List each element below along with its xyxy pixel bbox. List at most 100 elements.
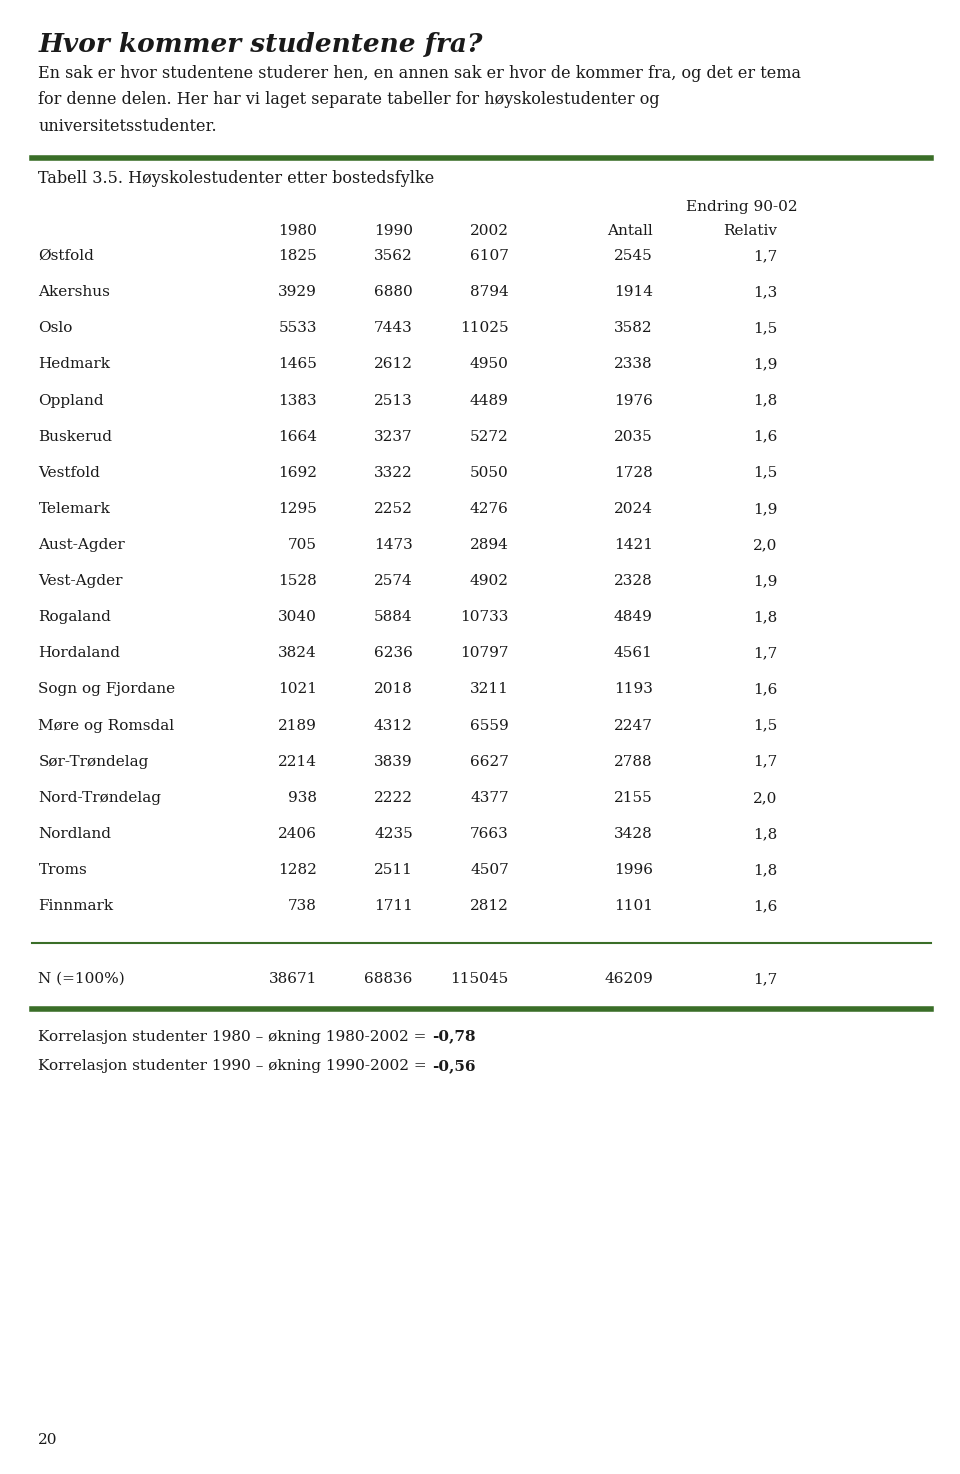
Text: 2222: 2222 [373,792,413,805]
Text: 1421: 1421 [613,538,653,551]
Text: 2812: 2812 [470,899,509,912]
Text: 2612: 2612 [373,358,413,371]
Text: 2214: 2214 [277,755,317,768]
Text: 2002: 2002 [469,224,509,237]
Text: 20: 20 [38,1434,58,1447]
Text: Akershus: Akershus [38,286,110,299]
Text: Hordaland: Hordaland [38,647,120,660]
Text: 2574: 2574 [374,575,413,588]
Text: 4235: 4235 [374,827,413,840]
Text: 1,7: 1,7 [754,647,778,660]
Text: 2247: 2247 [614,719,653,733]
Text: Korrelasjon studenter 1980 – økning 1980-2002 =: Korrelasjon studenter 1980 – økning 1980… [38,1030,432,1044]
Text: 2155: 2155 [614,792,653,805]
Text: Korrelasjon studenter 1990 – økning 1990-2002 =: Korrelasjon studenter 1990 – økning 1990… [38,1060,432,1073]
Text: 2018: 2018 [374,682,413,696]
Text: 1021: 1021 [277,682,317,696]
Text: 938: 938 [288,792,317,805]
Text: Antall: Antall [607,224,653,237]
Text: Buskerud: Buskerud [38,430,112,444]
Text: 2894: 2894 [470,538,509,551]
Text: 1711: 1711 [374,899,413,912]
Text: 2035: 2035 [614,430,653,444]
Text: 7663: 7663 [470,827,509,840]
Text: universitetsstudenter.: universitetsstudenter. [38,118,217,136]
Text: 1692: 1692 [277,466,317,479]
Text: 6559: 6559 [470,719,509,733]
Text: N (=100%): N (=100%) [38,973,125,986]
Text: 4950: 4950 [470,358,509,371]
Text: 3040: 3040 [278,610,317,624]
Text: 4276: 4276 [470,503,509,516]
Text: 1,6: 1,6 [754,899,778,912]
Text: 1,3: 1,3 [754,286,778,299]
Text: 1825: 1825 [278,249,317,262]
Text: 3322: 3322 [374,466,413,479]
Text: 1383: 1383 [278,394,317,407]
Text: 1914: 1914 [613,286,653,299]
Text: 738: 738 [288,899,317,912]
Text: 3929: 3929 [278,286,317,299]
Text: Vestfold: Vestfold [38,466,100,479]
Text: 1193: 1193 [614,682,653,696]
Text: Rogaland: Rogaland [38,610,111,624]
Text: 1,6: 1,6 [754,682,778,696]
Text: Sør-Trøndelag: Sør-Trøndelag [38,755,149,768]
Text: Aust-Agder: Aust-Agder [38,538,125,551]
Text: Sogn og Fjordane: Sogn og Fjordane [38,682,176,696]
Text: Vest-Agder: Vest-Agder [38,575,123,588]
Text: 3562: 3562 [374,249,413,262]
Text: 5884: 5884 [374,610,413,624]
Text: 5533: 5533 [278,321,317,335]
Text: 1,7: 1,7 [754,755,778,768]
Text: Telemark: Telemark [38,503,110,516]
Text: 2406: 2406 [277,827,317,840]
Text: Troms: Troms [38,864,87,877]
Text: 1465: 1465 [278,358,317,371]
Text: 2024: 2024 [613,503,653,516]
Text: Finnmark: Finnmark [38,899,113,912]
Text: 1976: 1976 [614,394,653,407]
Text: 2338: 2338 [614,358,653,371]
Text: Hvor kommer studentene fra?: Hvor kommer studentene fra? [38,32,483,57]
Text: 1,7: 1,7 [754,249,778,262]
Text: 4507: 4507 [470,864,509,877]
Text: 1,6: 1,6 [754,430,778,444]
Text: 6627: 6627 [470,755,509,768]
Text: 705: 705 [288,538,317,551]
Text: 1990: 1990 [373,224,413,237]
Text: 4849: 4849 [614,610,653,624]
Text: 2788: 2788 [614,755,653,768]
Text: 115045: 115045 [450,973,509,986]
Text: 1528: 1528 [278,575,317,588]
Text: 1473: 1473 [374,538,413,551]
Text: En sak er hvor studentene studerer hen, en annen sak er hvor de kommer fra, og d: En sak er hvor studentene studerer hen, … [38,65,802,83]
Text: 1,5: 1,5 [754,466,778,479]
Text: 3211: 3211 [470,682,509,696]
Text: 1980: 1980 [278,224,317,237]
Text: -0,56: -0,56 [432,1060,475,1073]
Text: 10733: 10733 [461,610,509,624]
Text: Tabell 3.5. Høyskolestudenter etter bostedsfylke: Tabell 3.5. Høyskolestudenter etter bost… [38,170,435,187]
Text: 3582: 3582 [614,321,653,335]
Text: Oppland: Oppland [38,394,104,407]
Text: 1,9: 1,9 [754,503,778,516]
Text: 2513: 2513 [374,394,413,407]
Text: 2,0: 2,0 [754,538,778,551]
Text: 7443: 7443 [374,321,413,335]
Text: 11025: 11025 [460,321,509,335]
Text: 2,0: 2,0 [754,792,778,805]
Text: 3237: 3237 [374,430,413,444]
Text: 2511: 2511 [374,864,413,877]
Text: -0,78: -0,78 [432,1030,475,1044]
Text: 8794: 8794 [470,286,509,299]
Text: 1,5: 1,5 [754,719,778,733]
Text: 1101: 1101 [613,899,653,912]
Text: 4377: 4377 [470,792,509,805]
Text: 1282: 1282 [278,864,317,877]
Text: Østfold: Østfold [38,249,94,262]
Text: 4561: 4561 [614,647,653,660]
Text: 10797: 10797 [460,647,509,660]
Text: 2328: 2328 [614,575,653,588]
Text: 2545: 2545 [614,249,653,262]
